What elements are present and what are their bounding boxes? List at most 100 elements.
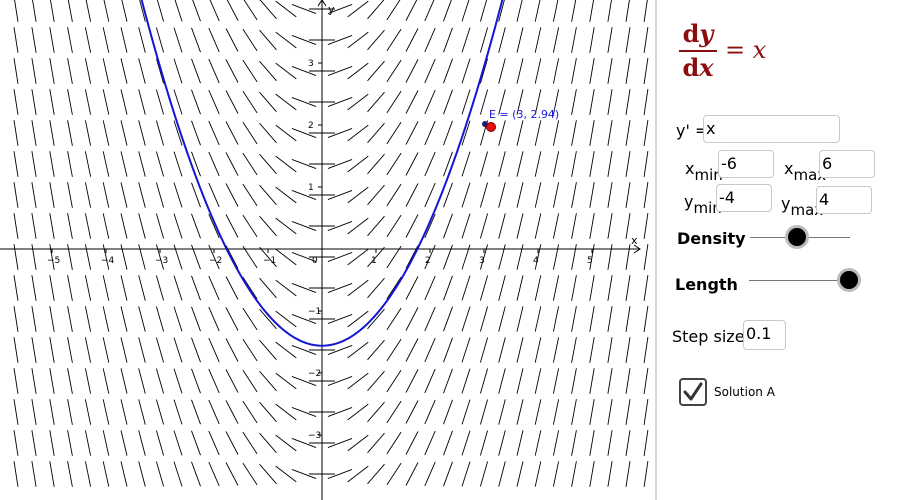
slope-segment <box>208 368 220 394</box>
graph-view[interactable]: x y −5 −4 −3 −2 −1 0 1 2 3 4 5 3 2 1 −1 −2 −3 E = (3, 2.… <box>0 0 655 500</box>
slope-segment <box>173 368 183 394</box>
slope-segment <box>327 3 353 15</box>
slope-segment <box>571 368 577 394</box>
slope-segment <box>607 89 613 115</box>
slope-segment <box>443 120 453 146</box>
slope-segment <box>461 244 471 270</box>
slope-segment <box>479 151 489 177</box>
slope-segment <box>49 89 55 115</box>
slope-segment <box>291 3 317 15</box>
slope-segment <box>625 89 631 115</box>
slope-segment <box>208 337 220 363</box>
slope-segment <box>589 182 595 208</box>
formula-num-var: y <box>699 19 714 48</box>
slope-segment <box>242 90 258 114</box>
slope-segment <box>225 90 239 114</box>
slope-segment <box>14 0 19 22</box>
xmin-input[interactable]: -6 <box>718 150 774 178</box>
slope-segment <box>67 275 73 301</box>
slope-segment <box>191 182 201 208</box>
step-size-input[interactable]: 0.1 <box>743 320 786 350</box>
slope-segment <box>424 89 436 115</box>
slope-segment <box>643 430 649 456</box>
slope-segment <box>461 430 471 456</box>
length-slider-knob[interactable] <box>840 271 858 289</box>
equation-input[interactable]: x <box>703 115 840 143</box>
slope-segment <box>386 400 402 424</box>
slope-segment <box>259 277 277 299</box>
slope-segment <box>347 62 369 80</box>
slope-segment <box>275 31 297 49</box>
slope-segment <box>291 375 317 387</box>
slope-segment <box>461 120 471 146</box>
slope-segment <box>534 430 542 456</box>
slope-segment <box>498 27 506 53</box>
slope-segment <box>84 213 92 239</box>
slope-segment <box>643 182 649 208</box>
slope-segment <box>386 338 402 362</box>
slope-segment <box>208 275 220 301</box>
solution-a-label: Solution A <box>714 385 775 399</box>
slope-segment <box>173 275 183 301</box>
slope-segment <box>138 151 146 177</box>
slope-segment <box>589 306 595 332</box>
slope-segment <box>327 65 353 77</box>
slope-segment <box>138 120 146 146</box>
slope-segment <box>31 306 37 332</box>
slope-segment <box>461 213 471 239</box>
slope-segment <box>259 339 277 361</box>
slope-segment <box>139 0 146 22</box>
slope-segment <box>534 306 542 332</box>
slope-segment <box>259 153 277 175</box>
slope-segment <box>643 27 649 53</box>
slope-segment <box>607 213 613 239</box>
slope-segment <box>534 399 542 425</box>
x-tick-label: −5 <box>47 256 60 266</box>
slope-segment <box>571 182 577 208</box>
fraction-bar <box>679 50 717 52</box>
ymax-input[interactable]: 4 <box>816 186 872 214</box>
x-tick-label: 2 <box>425 256 431 266</box>
slope-segment <box>479 58 489 84</box>
slope-segment <box>49 306 55 332</box>
slope-segment <box>625 0 630 22</box>
slope-segment <box>552 337 560 363</box>
slope-segment <box>225 121 239 145</box>
point-e[interactable] <box>486 122 496 132</box>
slope-segment <box>84 120 92 146</box>
slope-segment <box>534 89 542 115</box>
slope-segment <box>31 120 37 146</box>
slope-segment <box>516 430 524 456</box>
slope-segment <box>443 27 453 53</box>
slope-field <box>13 0 649 487</box>
slope-segment <box>571 244 577 270</box>
slope-segment <box>479 182 489 208</box>
slope-segment <box>191 306 201 332</box>
solution-a-checkbox[interactable] <box>679 378 707 406</box>
slope-segment <box>461 275 471 301</box>
slope-segment <box>571 430 577 456</box>
slope-segment <box>424 58 436 84</box>
slope-segment <box>461 27 471 53</box>
slope-segment <box>498 213 506 239</box>
y-axis-arrow-icon <box>317 0 327 7</box>
slope-segment <box>461 89 471 115</box>
slope-segment <box>405 462 419 486</box>
density-slider-knob[interactable] <box>788 228 806 246</box>
slope-segment <box>67 151 73 177</box>
slope-segment <box>31 182 37 208</box>
x-tick-label: −4 <box>101 256 115 266</box>
slope-segment <box>405 28 419 52</box>
slope-segment <box>173 182 183 208</box>
xmax-input[interactable]: 6 <box>819 150 875 178</box>
slope-segment <box>516 213 524 239</box>
slope-segment <box>291 313 317 325</box>
slope-segment <box>367 432 385 454</box>
slope-segment <box>120 151 128 177</box>
slope-segment <box>347 186 369 204</box>
slope-segment <box>242 307 258 331</box>
ymin-input[interactable]: -4 <box>716 184 772 212</box>
y-tick-label: −2 <box>308 369 321 379</box>
length-slider-track[interactable] <box>749 280 859 281</box>
slope-segment <box>102 337 110 363</box>
